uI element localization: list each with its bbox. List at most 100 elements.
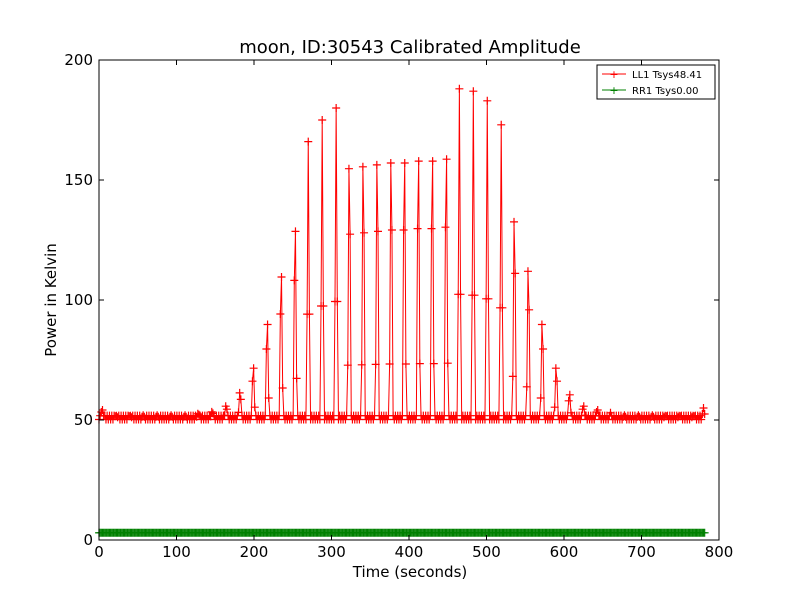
data-point-ll1 bbox=[400, 159, 409, 167]
data-point-ll1 bbox=[287, 415, 296, 424]
data-point-ll1 bbox=[260, 415, 269, 424]
data-point-ll1 bbox=[248, 377, 257, 386]
data-point-ll1 bbox=[697, 415, 706, 424]
data-point-ll1 bbox=[548, 415, 557, 424]
data-point-ll1 bbox=[470, 291, 479, 300]
data-point-ll1 bbox=[508, 372, 517, 381]
data-point-ll1 bbox=[343, 361, 352, 370]
series-markers-rr1 bbox=[95, 528, 709, 537]
axis-ticks: 0 100 200 300 400 500 600 700 800 0 50 100 150 200 bbox=[64, 51, 733, 561]
data-point-ll1 bbox=[355, 415, 364, 424]
y-tick-label: 50 bbox=[74, 411, 93, 429]
data-point-ll1 bbox=[401, 360, 410, 368]
x-tick-label: 500 bbox=[472, 543, 501, 561]
data-point-ll1 bbox=[341, 415, 350, 424]
data-point-ll1 bbox=[292, 374, 301, 383]
data-point-ll1 bbox=[442, 155, 451, 164]
data-point-ll1 bbox=[371, 360, 380, 369]
data-point-ll1 bbox=[305, 310, 314, 319]
data-point-ll1 bbox=[372, 160, 381, 169]
data-point-ll1 bbox=[428, 157, 437, 166]
x-tick-label: 300 bbox=[317, 543, 346, 561]
data-point-ll1 bbox=[344, 164, 353, 173]
data-point-ll1 bbox=[263, 320, 272, 329]
data-point-ll1 bbox=[451, 411, 460, 420]
data-point-ll1 bbox=[439, 415, 448, 424]
data-point-ll1 bbox=[397, 415, 406, 424]
data-point-ll1 bbox=[427, 224, 436, 233]
data-point-ll1 bbox=[232, 415, 241, 424]
data-point-ll1 bbox=[700, 410, 709, 418]
data-point-ll1 bbox=[236, 395, 245, 404]
data-point-rr1 bbox=[700, 528, 709, 537]
plot-area bbox=[95, 84, 709, 537]
data-point-ll1 bbox=[262, 345, 271, 353]
y-tick-label: 100 bbox=[64, 291, 93, 309]
data-point-ll1 bbox=[443, 359, 452, 368]
y-tick-label: 0 bbox=[83, 531, 93, 549]
data-point-ll1 bbox=[465, 411, 474, 420]
data-point-ll1 bbox=[522, 382, 531, 391]
data-point-ll1 bbox=[576, 415, 585, 424]
data-point-ll1 bbox=[358, 162, 367, 171]
data-point-ll1 bbox=[483, 96, 492, 105]
data-point-ll1 bbox=[562, 415, 571, 424]
data-point-ll1 bbox=[534, 415, 543, 424]
legend-marker-ll1: + bbox=[609, 68, 618, 81]
data-point-ll1 bbox=[551, 364, 560, 373]
data-point-ll1 bbox=[277, 273, 286, 281]
data-point-ll1 bbox=[441, 223, 450, 232]
data-point-ll1 bbox=[411, 415, 420, 424]
data-point-ll1 bbox=[415, 359, 424, 368]
legend-marker-rr1: + bbox=[609, 84, 618, 97]
data-point-ll1 bbox=[235, 388, 244, 397]
data-point-ll1 bbox=[539, 345, 548, 353]
data-point-ll1 bbox=[304, 137, 313, 146]
axes-frame bbox=[98, 59, 720, 541]
data-point-ll1 bbox=[383, 415, 392, 424]
x-tick-label: 600 bbox=[550, 543, 579, 561]
x-tick-label: 100 bbox=[162, 543, 191, 561]
legend-box bbox=[596, 64, 716, 100]
data-point-ll1 bbox=[536, 394, 545, 402]
data-point-ll1 bbox=[506, 415, 515, 424]
data-point-ll1 bbox=[399, 226, 408, 234]
data-point-ll1 bbox=[565, 390, 574, 399]
data-point-ll1 bbox=[374, 227, 382, 236]
data-point-ll1 bbox=[537, 320, 546, 329]
data-point-ll1 bbox=[276, 310, 285, 318]
data-point-ll1 bbox=[290, 276, 299, 285]
data-point-ll1 bbox=[455, 84, 464, 93]
x-tick-label: 200 bbox=[240, 543, 269, 561]
data-point-ll1 bbox=[319, 302, 328, 310]
data-point-ll1 bbox=[291, 227, 300, 236]
legend: + LL1 Tsys48.41 + RR1 Tsys0.00 bbox=[596, 64, 716, 100]
y-axis-label: Power in Kelvin bbox=[42, 243, 60, 357]
data-point-ll1 bbox=[429, 359, 438, 368]
data-point-ll1 bbox=[525, 305, 534, 314]
data-point-ll1 bbox=[510, 217, 519, 226]
data-point-ll1 bbox=[523, 267, 532, 276]
data-point-ll1 bbox=[274, 415, 283, 424]
x-axis-label: Time (seconds) bbox=[352, 563, 468, 581]
data-point-ll1 bbox=[387, 226, 396, 234]
data-point-ll1 bbox=[249, 364, 258, 373]
data-point-ll1 bbox=[328, 411, 337, 420]
data-point-ll1 bbox=[413, 224, 422, 233]
data-point-ll1 bbox=[234, 408, 243, 417]
data-point-ll1 bbox=[469, 87, 478, 96]
data-point-ll1 bbox=[520, 415, 529, 424]
data-point-ll1 bbox=[194, 410, 203, 419]
chart-title: moon, ID:30543 Calibrated Amplitude bbox=[239, 37, 581, 58]
data-point-ll1 bbox=[332, 104, 341, 112]
data-point-ll1 bbox=[278, 384, 287, 392]
data-point-ll1 bbox=[511, 269, 520, 278]
x-tick-label: 0 bbox=[94, 543, 104, 561]
data-point-ll1 bbox=[414, 157, 423, 166]
data-point-ll1 bbox=[98, 406, 107, 414]
legend-label-ll1: LL1 Tsys48.41 bbox=[632, 70, 702, 81]
data-point-ll1 bbox=[553, 377, 562, 386]
data-point-ll1 bbox=[333, 297, 342, 306]
data-point-ll1 bbox=[222, 405, 231, 414]
